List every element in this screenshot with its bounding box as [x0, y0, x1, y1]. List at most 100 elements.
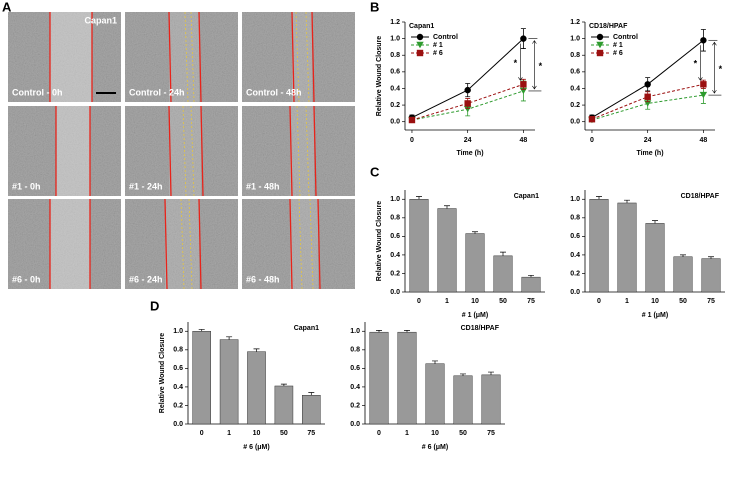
x-tick-label: 0 [417, 298, 421, 305]
x-tick-label: 10 [471, 298, 479, 305]
migration-front [309, 198, 314, 290]
y-tick-label: 0.0 [570, 119, 580, 126]
legend-label: # 1 [433, 42, 443, 49]
migration-front [184, 11, 189, 103]
x-axis-label: Time (h) [636, 150, 663, 157]
data-point [464, 100, 471, 107]
x-tick-label: 50 [459, 430, 467, 437]
legend-label: Control [613, 34, 638, 41]
error-bar [253, 348, 260, 352]
micrograph-label: #6 - 24h [129, 274, 163, 284]
wound-area [50, 12, 92, 102]
error-bar [472, 231, 478, 234]
y-tick-label: 1.0 [390, 35, 400, 42]
legend-marker [416, 41, 424, 49]
x-tick-label: 50 [499, 298, 507, 305]
micrograph-label: Control - 0h [12, 87, 63, 97]
bar [425, 363, 445, 425]
bar [437, 208, 457, 293]
significance: * [719, 64, 723, 74]
bar [453, 375, 473, 425]
y-tick-label: 0.6 [570, 233, 580, 240]
micrograph-label: Control - 24h [129, 87, 185, 97]
x-tick-label: 75 [487, 430, 495, 437]
legend-label: # 6 [613, 50, 623, 57]
x-axis-label: Time (h) [456, 150, 483, 157]
migration-front [182, 105, 187, 197]
arrow [698, 45, 703, 81]
error-bar [280, 383, 287, 386]
migration-front [190, 105, 195, 197]
y-tick-label: 0.2 [570, 270, 580, 277]
y-tick-label: 0.2 [390, 270, 400, 277]
error-bar [708, 256, 714, 259]
legend-marker [596, 41, 604, 49]
y-tick-label: 0.0 [350, 421, 360, 428]
x-tick-label: 1 [625, 298, 629, 305]
migration-front [305, 105, 310, 197]
y-tick-label: 0.2 [173, 402, 183, 409]
x-axis-label: # 6 (μM) [243, 444, 269, 451]
series-line [411, 83, 524, 121]
wound-area [56, 106, 90, 196]
x-tick-label: 0 [410, 137, 414, 144]
wound-edge [289, 198, 293, 290]
bar [589, 199, 609, 293]
chart-title: CD18/HPAF [681, 193, 720, 200]
x-tick-label: 1 [445, 298, 449, 305]
x-tick-label: 48 [519, 137, 527, 144]
error-bar [404, 329, 410, 333]
error-bar [432, 360, 438, 364]
y-tick-label: 0.6 [570, 69, 580, 76]
wound-edge [198, 198, 202, 290]
micrograph [242, 12, 355, 102]
error-bar [624, 199, 630, 203]
chart-title: Capan1 [294, 325, 319, 332]
panel-label: D [150, 298, 159, 313]
y-axis-label: Relative Wound Closure [376, 201, 383, 281]
y-tick-label: 0.6 [173, 365, 183, 372]
error-bar [416, 196, 422, 200]
y-tick-label: 0.6 [390, 69, 400, 76]
x-tick-label: 75 [707, 298, 715, 305]
data-point [520, 35, 527, 42]
error-bar [376, 329, 382, 333]
y-tick-label: 0.0 [570, 289, 580, 296]
micrograph-label: #1 - 24h [129, 181, 163, 191]
micrograph [242, 199, 355, 289]
data-point [699, 91, 708, 99]
x-tick-label: 48 [699, 137, 707, 144]
migration-front [295, 11, 300, 103]
wound-edge [311, 11, 315, 103]
migration-front [188, 198, 193, 290]
y-tick-label: 0.2 [390, 102, 400, 109]
panel-label: C [370, 164, 380, 179]
y-tick-label: 1.0 [173, 328, 183, 335]
data-point [463, 106, 472, 113]
data-point [644, 93, 651, 100]
error-bar [680, 254, 686, 257]
wound-edge [200, 105, 204, 197]
x-tick-label: 0 [597, 298, 601, 305]
y-tick-label: 0.0 [390, 289, 400, 296]
y-tick-label: 0.0 [390, 119, 400, 126]
chart-title: Capan1 [514, 193, 539, 200]
y-tick-label: 0.8 [390, 52, 400, 59]
legend-label: # 1 [613, 42, 623, 49]
data-point [588, 116, 596, 123]
micrograph [8, 12, 121, 102]
y-tick-label: 0.6 [350, 365, 360, 372]
wound-area [290, 199, 318, 289]
legend-label: # 6 [433, 50, 443, 57]
migration-front [180, 198, 185, 290]
y-tick-label: 0.8 [570, 52, 580, 59]
y-tick-label: 1.0 [570, 196, 580, 203]
y-tick-label: 0.2 [350, 402, 360, 409]
x-tick-label: 1 [227, 430, 231, 437]
y-tick-label: 0.4 [570, 252, 580, 259]
x-tick-label: 1 [405, 430, 409, 437]
data-point [520, 81, 527, 88]
x-tick-label: 10 [253, 430, 261, 437]
y-tick-label: 1.0 [390, 196, 400, 203]
